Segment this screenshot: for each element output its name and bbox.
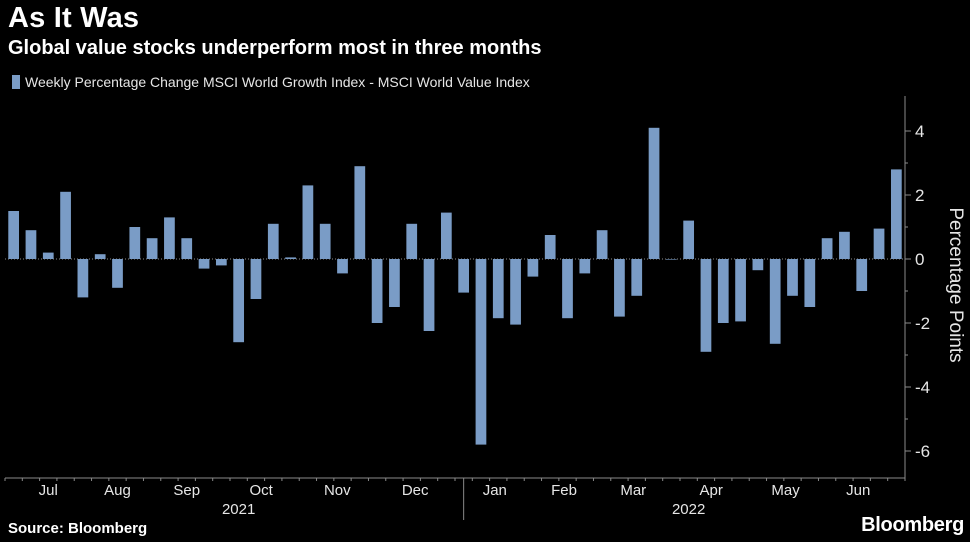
month-label: Aug (104, 482, 131, 499)
y-tick-label: -2 (915, 314, 930, 333)
bar (631, 259, 643, 296)
bar (665, 259, 677, 260)
bar (544, 235, 556, 259)
bar (614, 259, 625, 317)
y-tick-label: 4 (915, 122, 924, 141)
bar (371, 259, 383, 323)
bar (129, 227, 141, 259)
bar (181, 238, 193, 259)
month-label: Sep (173, 482, 200, 499)
month-label: Nov (324, 482, 351, 499)
bar (406, 223, 418, 259)
month-label: Jul (39, 482, 58, 499)
bar (804, 259, 816, 307)
legend-swatch (12, 75, 20, 89)
bar (25, 230, 37, 259)
month-label: Jun (846, 482, 870, 499)
chart-title: As It Was (8, 2, 140, 34)
bar (77, 259, 89, 298)
bar (198, 259, 210, 269)
y-tick-label: 0 (915, 250, 924, 269)
year-label: 2022 (672, 501, 705, 518)
month-label: Oct (249, 482, 273, 499)
bar (839, 231, 850, 259)
bar (94, 254, 106, 259)
bar (683, 220, 695, 259)
bar (146, 238, 158, 259)
year-label: 2021 (222, 501, 255, 518)
bar (440, 212, 452, 259)
month-label: Dec (402, 482, 429, 499)
bar (562, 259, 573, 319)
bar (42, 252, 54, 259)
bar (769, 259, 781, 344)
month-label: Feb (551, 482, 577, 499)
bar (717, 259, 729, 323)
month-label: May (771, 482, 800, 499)
month-label: Jan (483, 482, 507, 499)
bar (890, 169, 902, 259)
bar (302, 185, 314, 259)
bar (579, 259, 591, 274)
bar (112, 259, 123, 288)
bar (873, 228, 885, 259)
bar (60, 191, 71, 259)
bloomberg-logo: Bloomberg (861, 514, 964, 536)
bar (8, 211, 20, 259)
y-tick-label: 2 (915, 186, 924, 205)
bar (492, 259, 504, 319)
bar (164, 217, 175, 259)
bar (285, 257, 296, 259)
month-label: Apr (699, 482, 722, 499)
bar (700, 259, 712, 352)
bar (648, 127, 660, 259)
source-note: Source: Bloomberg (8, 520, 148, 537)
bar (752, 259, 764, 271)
bar (267, 223, 279, 259)
bar (354, 166, 366, 259)
y-axis-label: Percentage Points (945, 207, 966, 363)
bar (510, 259, 521, 325)
bar (423, 259, 435, 331)
y-tick-label: -4 (915, 378, 930, 397)
bar (856, 259, 868, 291)
month-label: Mar (620, 482, 646, 499)
bar (215, 259, 227, 266)
y-tick-label: -6 (915, 442, 930, 461)
bar (821, 238, 833, 259)
bar (389, 259, 400, 307)
bar (337, 259, 348, 274)
bar (596, 230, 608, 259)
bar (250, 259, 262, 299)
bar (787, 259, 798, 296)
bar (319, 223, 331, 259)
bar (735, 259, 746, 322)
bar (475, 259, 487, 445)
legend-label: Weekly Percentage Change MSCI World Grow… (25, 74, 530, 90)
bar (233, 259, 245, 343)
bar (458, 259, 470, 293)
legend: Weekly Percentage Change MSCI World Grow… (12, 74, 530, 90)
chart-subtitle: Global value stocks underperform most in… (8, 37, 542, 59)
bar (527, 259, 539, 277)
